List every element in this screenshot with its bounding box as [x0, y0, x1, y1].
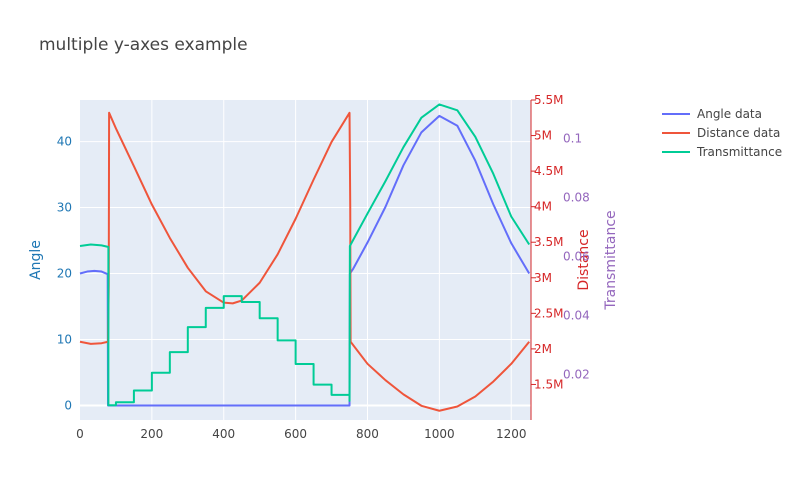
- distance-tick-label: 3.5M: [534, 235, 563, 249]
- angle-tick-label: 40: [57, 135, 72, 149]
- distance-axis-label: Distance: [576, 229, 592, 290]
- series-lines: [79, 103, 531, 412]
- chart-title: multiple y-axes example: [39, 35, 248, 55]
- plot-background: [80, 100, 531, 420]
- x-tick-label: 400: [212, 427, 235, 441]
- distance-tick-label: 4M: [534, 200, 552, 214]
- angle-tick-label: 0: [64, 398, 72, 412]
- legend-item-label[interactable]: Transmittance: [696, 145, 782, 159]
- axes: 0 200 400 600 800 1000 1200 0 10 20 30 40 Angle 1.5M 2…: [28, 93, 619, 441]
- distance-tick-label: 5.5M: [534, 93, 563, 107]
- transmittance-tick-label: 0.02: [563, 367, 590, 381]
- x-tick-label: 1000: [424, 427, 455, 441]
- legend-item-label[interactable]: Angle data: [697, 107, 762, 121]
- distance-tick-label: 1.5M: [534, 377, 563, 391]
- distance-tick-label: 5M: [534, 129, 552, 143]
- transmittance-tick-label: 0.1: [563, 131, 582, 145]
- angle-tick-label: 10: [57, 333, 72, 347]
- x-tick-label: 600: [284, 427, 307, 441]
- series-line-2: [79, 103, 531, 407]
- transmittance-tick-label: 0.08: [563, 190, 590, 204]
- transmittance-axis-label: Transmittance: [603, 210, 619, 310]
- transmittance-tick-label: 0.04: [563, 308, 590, 322]
- transmittance-tick-label: 0.06: [563, 249, 590, 263]
- x-tick-label: 200: [140, 427, 163, 441]
- x-tick-label: 1200: [496, 427, 527, 441]
- distance-tick-label: 2M: [534, 342, 552, 356]
- distance-tick-label: 4.5M: [534, 164, 563, 178]
- angle-axis-label: Angle: [28, 240, 44, 280]
- x-tick-label: 800: [356, 427, 379, 441]
- series-line-1: [79, 111, 530, 412]
- angle-tick-label: 30: [57, 201, 72, 215]
- distance-tick-label: 2.5M: [534, 306, 563, 320]
- distance-tick-label: 3M: [534, 271, 552, 285]
- legend-item-label[interactable]: Distance data: [697, 126, 780, 140]
- legend: Angle data Distance data Transmittance: [662, 107, 782, 159]
- x-tick-label: 0: [76, 427, 84, 441]
- angle-tick-label: 20: [57, 267, 72, 281]
